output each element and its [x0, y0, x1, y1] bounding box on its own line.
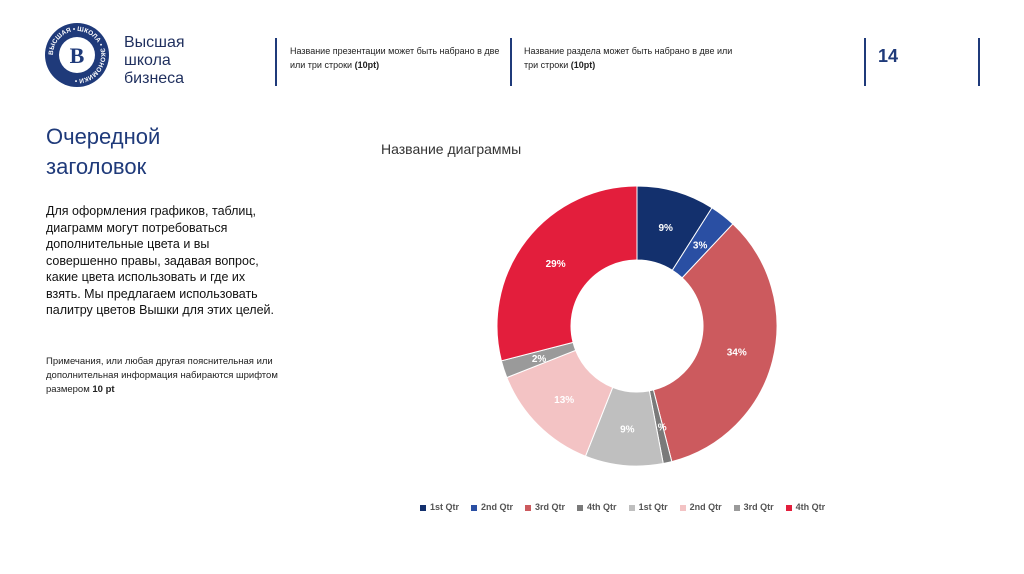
legend-swatch	[525, 504, 532, 511]
legend-label: 2nd Qtr	[481, 502, 514, 512]
legend-label: 4th Qtr	[587, 502, 617, 512]
logo-wordmark: Высшая школа бизнеса	[124, 34, 185, 88]
legend-label: 2nd Qtr	[689, 502, 722, 512]
legend-label: 3rd Qtr	[743, 502, 774, 512]
legend-item: 2nd Qtr	[471, 502, 513, 512]
slide-note: Примечания, или любая другая пояснительн…	[46, 356, 278, 395]
logo: ВЫСШАЯ • ШКОЛА • ЭКОНОМИКИ • В Высшая шк…	[44, 22, 224, 92]
header-divider	[275, 38, 277, 86]
emblem-letter: В	[70, 43, 85, 68]
legend-swatch	[679, 504, 686, 511]
slice-label: 3%	[693, 241, 708, 252]
legend-label: 1st Qtr	[638, 502, 668, 512]
legend-label: 3rd Qtr	[535, 502, 566, 512]
slice-label: 29%	[546, 259, 566, 270]
page-number: 14	[878, 46, 899, 66]
slice-label: 9%	[659, 223, 674, 234]
legend-item: 4th Qtr	[785, 502, 826, 512]
logo-line-2: школа	[124, 52, 171, 69]
legend-item: 1st Qtr	[628, 502, 668, 512]
slice-label: 13%	[554, 395, 574, 406]
legend-swatch	[785, 504, 792, 511]
legend-item: 1st Qtr	[420, 502, 459, 512]
hse-emblem-icon: ВЫСШАЯ • ШКОЛА • ЭКОНОМИКИ • В	[45, 23, 109, 87]
legend-swatch	[577, 504, 584, 511]
slide-title: Очередной заголовок	[46, 124, 161, 179]
chart-legend: 1st Qtr 2nd Qtr 3rd Qtr 4th Qtr 1st Qtr 2nd Q…	[420, 502, 837, 516]
slide-body-text: Для оформления графиков, таблиц, диаграм…	[46, 204, 274, 317]
header-divider	[864, 38, 866, 86]
legend-label: 1st Qtr	[430, 502, 460, 512]
legend-item: 3rd Qtr	[733, 502, 774, 512]
header-divider	[978, 38, 980, 86]
slice-label: 1%	[652, 423, 667, 434]
legend-item: 4th Qtr	[577, 502, 617, 512]
slice-label: 34%	[727, 348, 747, 359]
legend-label: 4th Qtr	[795, 502, 826, 512]
section-name: Название раздела может быть набрано в дв…	[524, 46, 733, 70]
legend-swatch	[733, 504, 740, 511]
donut-slice	[496, 185, 638, 362]
legend-swatch	[628, 504, 635, 511]
presentation-name: Название презентации может быть набрано …	[290, 46, 500, 70]
slice-label: 9%	[620, 425, 635, 436]
logo-line-3: бизнеса	[124, 70, 185, 87]
legend-swatch	[420, 504, 426, 511]
header-divider	[510, 38, 512, 86]
legend-swatch	[471, 504, 478, 511]
legend-item: 3rd Qtr	[525, 502, 565, 512]
chart-title: Название диаграммы	[381, 141, 522, 157]
slice-label: 2%	[532, 354, 547, 365]
logo-line-1: Высшая	[124, 34, 185, 51]
donut-slice	[652, 223, 778, 463]
legend-item: 2nd Qtr	[679, 502, 722, 512]
